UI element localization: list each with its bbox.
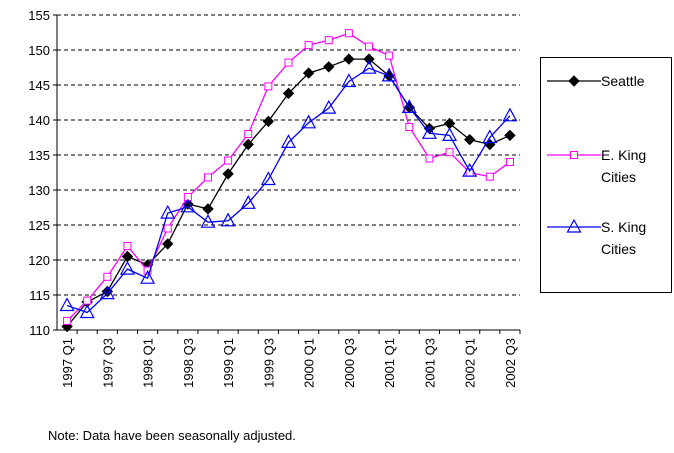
marker bbox=[224, 156, 233, 165]
marker bbox=[445, 148, 454, 157]
marker bbox=[321, 99, 337, 114]
y-tick-label: 130 bbox=[28, 183, 50, 198]
marker bbox=[502, 107, 518, 122]
chart: 110 115 120 125 130 135 140 145 150 155 1997 Q1 199… bbox=[28, 8, 521, 388]
x-tick-label: 1998 Q1 bbox=[141, 338, 156, 388]
marker bbox=[341, 73, 357, 88]
series-line bbox=[66, 67, 511, 314]
legend-label: E. King Cities bbox=[601, 147, 647, 185]
marker bbox=[566, 218, 582, 233]
marker bbox=[59, 297, 75, 312]
legend-entry: E. King Cities bbox=[547, 144, 671, 188]
marker bbox=[302, 67, 315, 79]
series-line bbox=[66, 32, 511, 322]
marker bbox=[119, 260, 135, 275]
y-tick-label: 145 bbox=[28, 78, 50, 93]
legend-swatch bbox=[547, 75, 601, 87]
marker bbox=[83, 296, 92, 305]
y-tick-label: 150 bbox=[28, 43, 50, 58]
marker bbox=[323, 61, 335, 73]
x-tick-label: 2000 Q1 bbox=[302, 338, 317, 388]
x-tick-label: 1997 Q3 bbox=[100, 338, 115, 388]
marker bbox=[103, 272, 112, 281]
marker bbox=[242, 138, 254, 151]
marker bbox=[421, 125, 437, 139]
marker bbox=[140, 269, 156, 284]
legend-swatch bbox=[547, 151, 601, 159]
marker bbox=[570, 151, 578, 159]
y-tick-label: 115 bbox=[29, 288, 50, 303]
y-tick-label: 155 bbox=[28, 8, 50, 23]
marker bbox=[482, 129, 498, 144]
marker bbox=[202, 203, 214, 215]
marker bbox=[222, 168, 234, 180]
marker bbox=[79, 304, 95, 319]
x-tick-label: 2001 Q1 bbox=[382, 338, 397, 388]
marker bbox=[160, 204, 176, 219]
legend-swatch bbox=[547, 218, 601, 233]
x-tick-label: 1997 Q1 bbox=[60, 338, 75, 388]
marker bbox=[180, 198, 196, 213]
marker bbox=[324, 36, 333, 45]
marker bbox=[385, 51, 394, 60]
y-tick-label: 125 bbox=[28, 218, 50, 233]
marker bbox=[301, 114, 317, 129]
marker bbox=[361, 59, 377, 74]
marker bbox=[485, 172, 494, 181]
x-tick-label: 2001 Q3 bbox=[422, 338, 437, 388]
marker bbox=[260, 171, 276, 186]
marker bbox=[240, 195, 256, 209]
marker bbox=[220, 212, 236, 227]
x-tick-label: 2002 Q1 bbox=[463, 338, 478, 388]
marker bbox=[244, 130, 253, 138]
x-tick-label: 1999 Q1 bbox=[221, 338, 236, 388]
legend-entry: S. King Cities bbox=[547, 216, 671, 260]
x-tick-label: 2000 Q3 bbox=[342, 338, 357, 388]
marker bbox=[505, 158, 514, 166]
series-line bbox=[66, 58, 511, 327]
marker bbox=[280, 134, 297, 148]
marker bbox=[463, 133, 476, 146]
marker bbox=[123, 242, 132, 250]
marker bbox=[344, 29, 353, 38]
marker bbox=[365, 42, 374, 51]
marker bbox=[363, 53, 375, 65]
marker bbox=[200, 213, 216, 228]
marker bbox=[262, 115, 275, 128]
marker bbox=[282, 87, 295, 100]
marker bbox=[99, 285, 115, 300]
marker bbox=[405, 123, 414, 131]
marker bbox=[203, 173, 212, 182]
marker bbox=[101, 285, 114, 298]
y-tick-label: 110 bbox=[29, 323, 50, 338]
marker bbox=[304, 41, 313, 50]
marker bbox=[381, 67, 397, 82]
marker bbox=[63, 316, 72, 325]
marker bbox=[425, 154, 434, 163]
x-tick-label: 2002 Q3 bbox=[503, 338, 518, 388]
y-tick-label: 140 bbox=[28, 113, 50, 128]
marker bbox=[568, 75, 580, 87]
marker bbox=[504, 129, 516, 142]
marker bbox=[343, 53, 355, 65]
marker bbox=[264, 82, 273, 91]
marker bbox=[162, 238, 174, 250]
note: Note: Data have been seasonally adjusted… bbox=[48, 428, 296, 443]
marker bbox=[163, 224, 172, 233]
x-tick-label: 1998 Q3 bbox=[181, 338, 196, 388]
marker bbox=[442, 127, 458, 141]
legend-label: Seattle bbox=[601, 73, 645, 89]
marker bbox=[284, 58, 293, 67]
marker bbox=[462, 162, 478, 177]
legend-entry: Seattle bbox=[547, 70, 671, 92]
y-tick-label: 120 bbox=[28, 253, 50, 268]
marker bbox=[401, 99, 417, 113]
legend-label: S. King Cities bbox=[601, 219, 647, 257]
x-tick-label: 1999 Q3 bbox=[261, 338, 276, 388]
legend: Seattle E. King Cities S. King Cities bbox=[540, 57, 672, 293]
y-tick-label: 135 bbox=[28, 148, 50, 163]
